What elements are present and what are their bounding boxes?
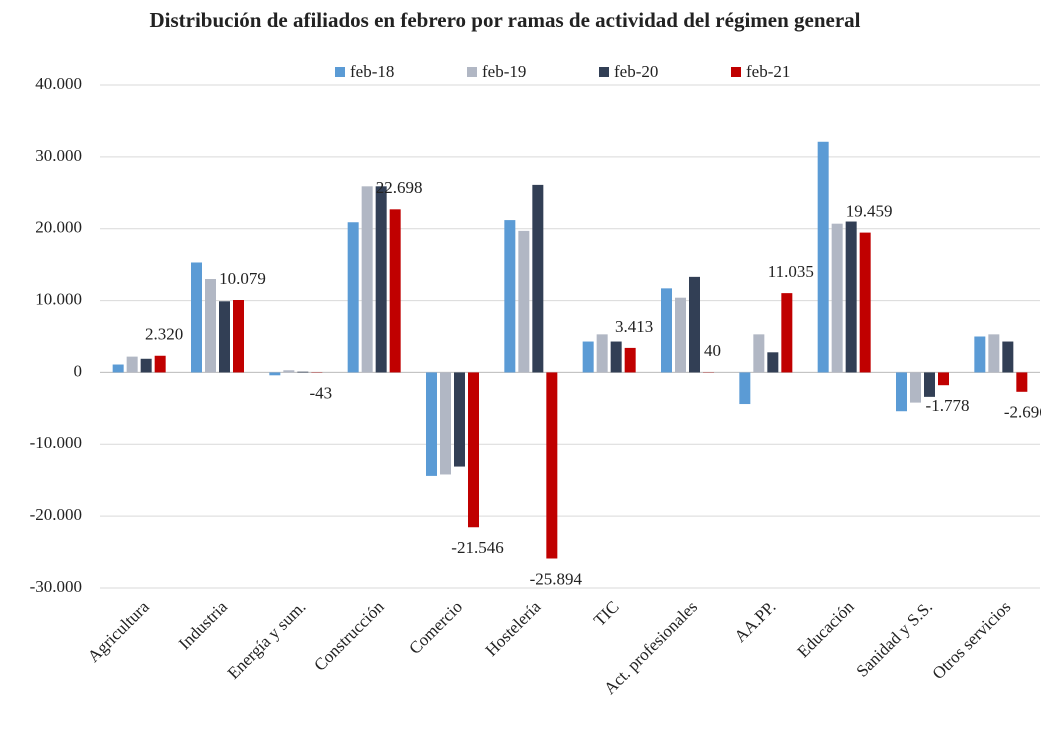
bar — [518, 230, 530, 373]
bar — [675, 297, 686, 373]
bar — [831, 223, 843, 373]
bar — [739, 372, 751, 405]
y-tick-label: 30.000 — [35, 146, 82, 165]
bar — [1016, 372, 1028, 392]
bar — [910, 372, 921, 403]
legend-label: feb-20 — [614, 62, 658, 81]
bar — [596, 334, 608, 373]
bar — [361, 186, 373, 373]
bar — [504, 220, 516, 373]
bar — [297, 371, 309, 373]
bar — [1002, 341, 1014, 373]
bar — [126, 356, 138, 373]
bar — [938, 372, 949, 386]
y-tick-label: -10.000 — [30, 433, 82, 452]
bar — [219, 301, 230, 373]
x-tick-label: Otros servicios — [929, 597, 1015, 683]
data-label: 22.698 — [376, 178, 423, 197]
bar — [154, 355, 166, 373]
bar — [283, 370, 295, 373]
data-label: -1.778 — [926, 396, 970, 415]
data-label: 11.035 — [768, 262, 814, 281]
legend-label: feb-19 — [482, 62, 526, 81]
bar — [582, 341, 594, 373]
bar — [233, 300, 244, 373]
bar — [140, 358, 152, 373]
bar — [859, 232, 871, 373]
bar — [781, 293, 793, 373]
y-tick-label: 40.000 — [35, 74, 82, 93]
bar — [767, 352, 779, 373]
data-label: 10.079 — [219, 269, 266, 288]
bar — [375, 186, 387, 373]
y-tick-label: 0 — [74, 361, 83, 380]
x-tick-label: Construcción — [310, 597, 388, 675]
bar — [896, 372, 907, 412]
bar — [753, 334, 765, 373]
y-tick-label: -30.000 — [30, 577, 82, 596]
bar — [845, 221, 857, 373]
bar — [468, 372, 479, 528]
data-label: 19.459 — [846, 202, 893, 221]
x-tick-label: Comercio — [405, 597, 466, 658]
bar — [269, 372, 281, 376]
chart-title: Distribución de afiliados en febrero por… — [149, 8, 860, 32]
bar — [191, 262, 202, 373]
bar — [661, 288, 672, 373]
data-label: 40 — [704, 341, 721, 360]
data-label: -2.696 — [1004, 403, 1041, 422]
bar — [532, 184, 544, 373]
bar — [205, 279, 216, 373]
x-tick-label: Energía y sum. — [224, 597, 310, 683]
bar — [817, 141, 829, 373]
bar — [546, 372, 558, 559]
bar — [974, 336, 986, 373]
legend-swatch — [335, 67, 345, 77]
bar — [347, 222, 359, 373]
x-tick-label: Sanidad y S.S. — [853, 597, 937, 681]
bar — [426, 372, 437, 476]
x-tick-label: Industria — [175, 597, 231, 653]
legend-label: feb-18 — [350, 62, 394, 81]
bar — [610, 341, 622, 373]
data-label: -21.546 — [451, 538, 503, 557]
legend-swatch — [599, 67, 609, 77]
bar — [440, 372, 451, 475]
bar — [988, 334, 1000, 373]
x-tick-label: Hostelería — [482, 597, 545, 660]
data-label: 2.320 — [145, 325, 183, 344]
data-label: 3.413 — [615, 317, 653, 336]
y-tick-label: -20.000 — [30, 505, 82, 524]
bar — [924, 372, 935, 397]
bar — [112, 364, 124, 373]
x-tick-label: AA.PP. — [731, 597, 780, 646]
bar — [689, 276, 700, 373]
y-tick-label: 10.000 — [35, 289, 82, 308]
x-tick-label: Agricultura — [84, 597, 153, 666]
y-tick-label: 20.000 — [35, 218, 82, 237]
legend-swatch — [467, 67, 477, 77]
bar — [389, 209, 401, 373]
x-tick-label: TIC — [590, 597, 623, 630]
data-label: -43 — [309, 384, 332, 403]
legend-label: feb-21 — [746, 62, 790, 81]
data-label: -25.894 — [530, 569, 583, 588]
bar — [624, 347, 636, 373]
bar — [454, 372, 465, 467]
legend-swatch — [731, 67, 741, 77]
x-tick-label: Educación — [794, 597, 859, 662]
